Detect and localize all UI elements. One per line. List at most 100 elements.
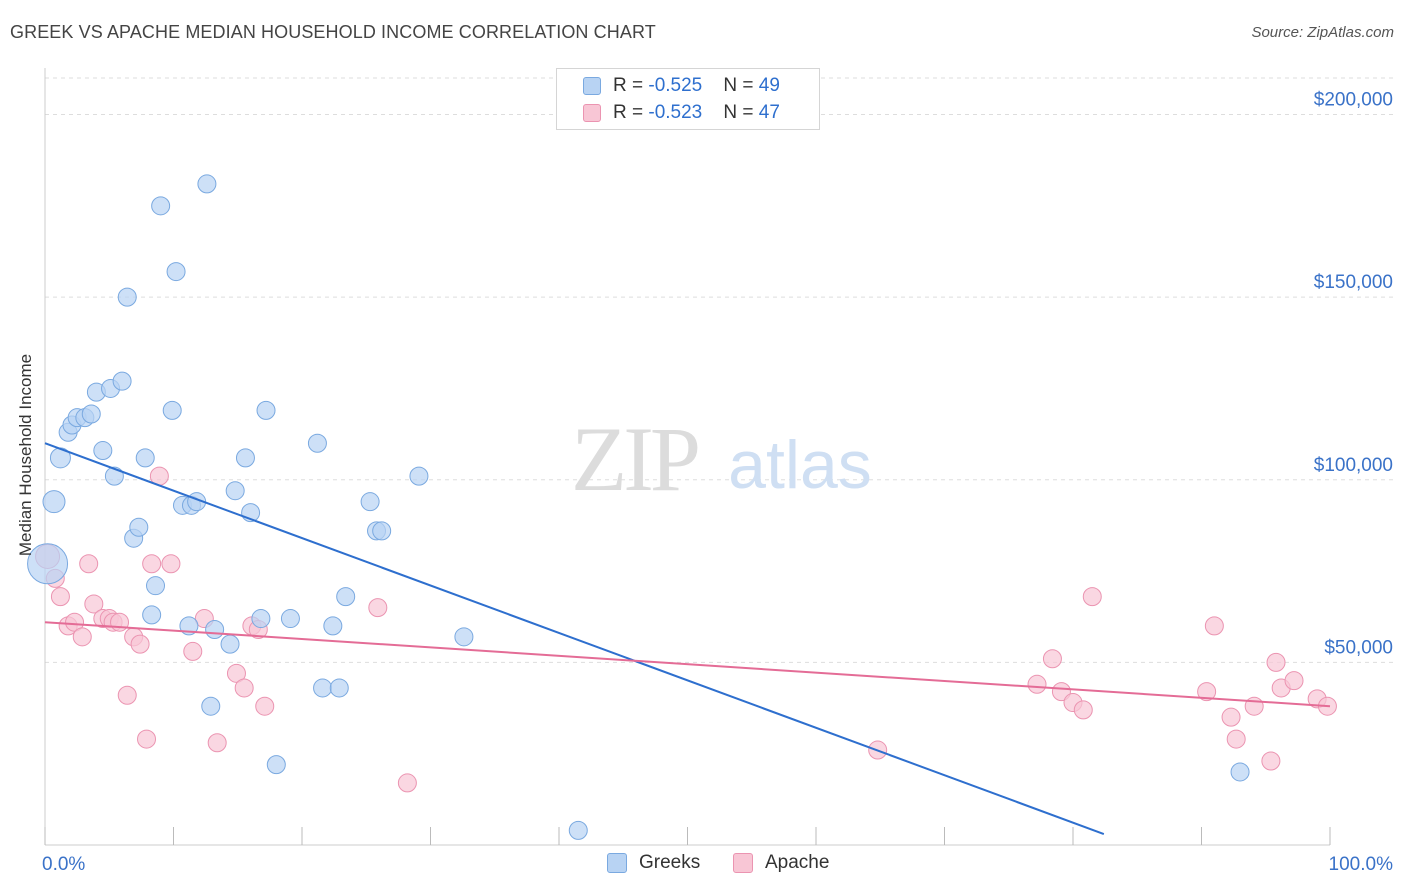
greeks-point bbox=[42, 490, 66, 514]
apache-point bbox=[137, 729, 157, 749]
greeks-point bbox=[166, 262, 186, 282]
greeks-point bbox=[49, 447, 71, 469]
watermark-zip: ZIP bbox=[571, 408, 698, 510]
greeks-point bbox=[201, 696, 221, 716]
axes bbox=[44, 68, 1331, 846]
y-tick-label: $200,000 bbox=[1314, 90, 1393, 111]
greeks-point bbox=[112, 371, 132, 391]
apache-point bbox=[1261, 751, 1281, 771]
apache-point bbox=[207, 733, 227, 753]
legend-greeks-label: Greeks bbox=[639, 852, 701, 873]
apache-point bbox=[1027, 674, 1047, 694]
greeks-point bbox=[266, 755, 286, 775]
greeks-point bbox=[81, 404, 101, 424]
greeks-point bbox=[142, 605, 162, 625]
y-tick-label: $50,000 bbox=[1324, 637, 1393, 658]
apache-trend-line bbox=[44, 621, 1331, 708]
apache-point bbox=[117, 685, 137, 705]
gridlines bbox=[45, 77, 1395, 663]
series-legend: Greeks Apache bbox=[0, 850, 1406, 878]
legend-apache-label: Apache bbox=[765, 852, 830, 873]
apache-point bbox=[1051, 682, 1071, 702]
greeks-points bbox=[27, 174, 1250, 840]
greeks-point bbox=[151, 196, 171, 216]
apache-points bbox=[35, 466, 1337, 793]
greeks-point bbox=[220, 634, 240, 654]
greeks-point bbox=[27, 543, 69, 585]
apache-point bbox=[1042, 649, 1062, 669]
watermark-atlas: atlas bbox=[728, 427, 872, 503]
apache-point bbox=[65, 612, 85, 632]
y-tick-label: $100,000 bbox=[1314, 455, 1393, 476]
chart-source: Source: ZipAtlas.com bbox=[1251, 24, 1394, 41]
greeks-n-value: 49 bbox=[758, 75, 780, 96]
apache-point bbox=[1204, 616, 1224, 636]
apache-point bbox=[1226, 729, 1246, 749]
legend-apache-swatch bbox=[733, 853, 753, 873]
apache-point bbox=[142, 554, 162, 574]
apache-point bbox=[1197, 682, 1217, 702]
apache-point bbox=[234, 678, 254, 698]
greeks-point bbox=[360, 492, 380, 512]
greeks-point bbox=[251, 609, 271, 629]
greeks-point bbox=[323, 616, 343, 636]
apache-point bbox=[72, 627, 92, 647]
legend-greeks-swatch bbox=[607, 853, 627, 873]
greeks-point bbox=[256, 400, 276, 420]
greeks-point bbox=[454, 627, 474, 647]
y-axis-label-text: Median Household Income bbox=[16, 353, 35, 557]
greeks-point bbox=[93, 441, 113, 461]
greeks-point bbox=[205, 620, 225, 640]
x-tick-label-max: 100.0% bbox=[1329, 854, 1394, 875]
apache-point bbox=[368, 598, 388, 618]
correlation-legend: R = -0.525 N = 49 R = -0.523 N = 47 bbox=[556, 68, 820, 130]
apache-point bbox=[1073, 700, 1093, 720]
greeks-point bbox=[197, 174, 217, 194]
trend-lines bbox=[44, 442, 1331, 835]
apache-swatch bbox=[583, 104, 601, 122]
greeks-n-label: N = bbox=[723, 75, 759, 96]
greeks-point bbox=[117, 287, 137, 307]
apache-point bbox=[50, 587, 70, 607]
apache-point bbox=[1284, 671, 1304, 691]
greeks-point bbox=[146, 576, 166, 596]
apache-point bbox=[1082, 587, 1102, 607]
greeks-point bbox=[280, 609, 300, 629]
tick-labels: $50,000 $100,000 $150,000 $200,000 0.0% 100.0… bbox=[42, 90, 1393, 875]
apache-point bbox=[255, 696, 275, 716]
greeks-point bbox=[235, 448, 255, 468]
apache-point bbox=[110, 612, 130, 632]
greeks-point bbox=[568, 820, 588, 840]
greeks-point bbox=[162, 400, 182, 420]
chart-title: GREEK VS APACHE MEDIAN HOUSEHOLD INCOME … bbox=[10, 22, 656, 42]
greeks-swatch bbox=[583, 77, 601, 95]
apache-point bbox=[183, 641, 203, 661]
greeks-point bbox=[372, 521, 392, 541]
apache-r-label: R = bbox=[613, 102, 649, 123]
greeks-point bbox=[129, 517, 149, 537]
greeks-point bbox=[225, 481, 245, 501]
apache-point bbox=[1221, 707, 1241, 727]
apache-point bbox=[397, 773, 417, 793]
greeks-point bbox=[313, 678, 333, 698]
apache-n-value: 47 bbox=[758, 102, 780, 123]
apache-point bbox=[79, 554, 99, 574]
greeks-point bbox=[329, 678, 349, 698]
apache-point bbox=[130, 634, 150, 654]
greeks-point bbox=[307, 433, 327, 453]
apache-point bbox=[161, 554, 181, 574]
y-tick-label: $150,000 bbox=[1314, 272, 1393, 293]
greeks-point bbox=[409, 466, 429, 486]
greeks-r-value: -0.525 bbox=[648, 75, 703, 96]
greeks-point bbox=[104, 466, 124, 486]
greeks-point bbox=[1230, 762, 1250, 782]
x-tick-label-min: 0.0% bbox=[42, 854, 85, 875]
apache-r-value: -0.523 bbox=[648, 102, 703, 123]
greeks-trend-line bbox=[44, 442, 1105, 835]
apache-n-label: N = bbox=[723, 102, 759, 123]
greeks-point bbox=[336, 587, 356, 607]
apache-point bbox=[84, 594, 104, 614]
greeks-r-label: R = bbox=[613, 75, 649, 96]
apache-point bbox=[1266, 652, 1286, 672]
